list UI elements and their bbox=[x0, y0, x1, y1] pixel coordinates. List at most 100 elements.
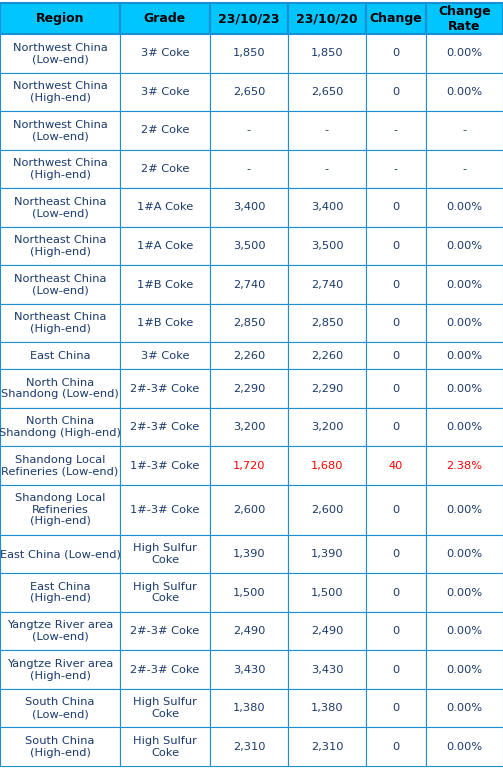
Text: 1,500: 1,500 bbox=[311, 588, 344, 598]
Text: 0: 0 bbox=[392, 384, 399, 394]
Text: 2,490: 2,490 bbox=[233, 626, 265, 636]
Text: South China
(High-end): South China (High-end) bbox=[25, 736, 95, 757]
Text: 0.00%: 0.00% bbox=[447, 505, 482, 515]
Text: -: - bbox=[325, 164, 329, 174]
Text: 0.00%: 0.00% bbox=[447, 664, 482, 674]
Bar bbox=[288, 72, 366, 112]
Bar bbox=[288, 727, 366, 766]
Text: 2,260: 2,260 bbox=[311, 351, 343, 361]
Bar bbox=[120, 651, 210, 689]
Text: 23/10/23: 23/10/23 bbox=[218, 12, 280, 25]
Text: -: - bbox=[247, 125, 251, 135]
Bar bbox=[0, 689, 120, 727]
Text: Northwest China
(High-end): Northwest China (High-end) bbox=[13, 158, 107, 180]
Text: 0.00%: 0.00% bbox=[447, 703, 482, 713]
Text: 1,850: 1,850 bbox=[233, 48, 265, 58]
Text: -: - bbox=[462, 125, 467, 135]
Text: Northeast China
(Low-end): Northeast China (Low-end) bbox=[14, 274, 106, 295]
Bar bbox=[366, 34, 426, 72]
Text: 2,600: 2,600 bbox=[311, 505, 343, 515]
Text: 2,260: 2,260 bbox=[233, 351, 265, 361]
Bar bbox=[0, 485, 120, 535]
Text: -: - bbox=[394, 164, 398, 174]
Text: 1#-3# Coke: 1#-3# Coke bbox=[130, 505, 200, 515]
Bar bbox=[210, 408, 288, 446]
Text: 0: 0 bbox=[392, 626, 399, 636]
Bar bbox=[426, 304, 503, 342]
Text: Shandong Local
Refineries (Low-end): Shandong Local Refineries (Low-end) bbox=[2, 454, 119, 477]
Text: 1#-3# Coke: 1#-3# Coke bbox=[130, 461, 200, 471]
Bar bbox=[366, 535, 426, 574]
Text: 0: 0 bbox=[392, 664, 399, 674]
Bar bbox=[0, 446, 120, 485]
Text: Change: Change bbox=[370, 12, 423, 25]
Bar bbox=[426, 34, 503, 72]
Bar bbox=[426, 535, 503, 574]
Text: 2# Coke: 2# Coke bbox=[141, 125, 189, 135]
Text: Northwest China
(Low-end): Northwest China (Low-end) bbox=[13, 120, 107, 141]
Text: -: - bbox=[325, 125, 329, 135]
Bar bbox=[366, 342, 426, 369]
Text: Change
Rate: Change Rate bbox=[438, 5, 491, 32]
Text: High Sulfur
Coke: High Sulfur Coke bbox=[133, 697, 197, 719]
Text: 0.00%: 0.00% bbox=[447, 318, 482, 328]
Bar bbox=[210, 369, 288, 408]
Text: 3,500: 3,500 bbox=[233, 241, 265, 251]
Text: Region: Region bbox=[36, 12, 84, 25]
Bar bbox=[366, 446, 426, 485]
Bar bbox=[426, 188, 503, 227]
Bar bbox=[366, 3, 426, 34]
Bar bbox=[366, 72, 426, 112]
Text: North China
Shandong (Low-end): North China Shandong (Low-end) bbox=[1, 378, 119, 399]
Bar bbox=[426, 265, 503, 304]
Text: 3# Coke: 3# Coke bbox=[141, 87, 189, 97]
Bar bbox=[120, 150, 210, 188]
Text: 2,310: 2,310 bbox=[233, 742, 265, 752]
Text: Northwest China
(Low-end): Northwest China (Low-end) bbox=[13, 42, 107, 64]
Bar bbox=[366, 574, 426, 612]
Text: 0: 0 bbox=[392, 318, 399, 328]
Bar bbox=[288, 3, 366, 34]
Bar bbox=[0, 369, 120, 408]
Bar bbox=[120, 265, 210, 304]
Text: East China
(High-end): East China (High-end) bbox=[30, 582, 91, 604]
Text: High Sulfur
Coke: High Sulfur Coke bbox=[133, 736, 197, 757]
Bar bbox=[210, 689, 288, 727]
Bar bbox=[0, 304, 120, 342]
Bar bbox=[426, 612, 503, 651]
Bar bbox=[210, 265, 288, 304]
Bar bbox=[0, 342, 120, 369]
Text: North China
Shandong (High-end): North China Shandong (High-end) bbox=[0, 416, 121, 438]
Text: 3,430: 3,430 bbox=[233, 664, 265, 674]
Text: 2,290: 2,290 bbox=[311, 384, 343, 394]
Bar bbox=[120, 689, 210, 727]
Text: 0: 0 bbox=[392, 279, 399, 289]
Bar bbox=[426, 342, 503, 369]
Bar bbox=[210, 188, 288, 227]
Text: 0.00%: 0.00% bbox=[447, 48, 482, 58]
Bar bbox=[288, 150, 366, 188]
Bar bbox=[210, 612, 288, 651]
Bar bbox=[210, 535, 288, 574]
Bar bbox=[0, 188, 120, 227]
Bar bbox=[120, 188, 210, 227]
Bar bbox=[210, 227, 288, 265]
Bar bbox=[426, 727, 503, 766]
Bar bbox=[210, 34, 288, 72]
Bar bbox=[0, 574, 120, 612]
Text: 0: 0 bbox=[392, 588, 399, 598]
Bar bbox=[426, 227, 503, 265]
Bar bbox=[426, 369, 503, 408]
Bar bbox=[366, 485, 426, 535]
Text: High Sulfur
Coke: High Sulfur Coke bbox=[133, 582, 197, 604]
Bar bbox=[288, 304, 366, 342]
Bar bbox=[366, 727, 426, 766]
Text: Grade: Grade bbox=[144, 12, 186, 25]
Text: East China: East China bbox=[30, 351, 90, 361]
Bar bbox=[0, 112, 120, 150]
Bar bbox=[366, 150, 426, 188]
Text: -: - bbox=[462, 164, 467, 174]
Text: -: - bbox=[247, 164, 251, 174]
Bar bbox=[366, 112, 426, 150]
Text: 1#A Coke: 1#A Coke bbox=[137, 202, 193, 212]
